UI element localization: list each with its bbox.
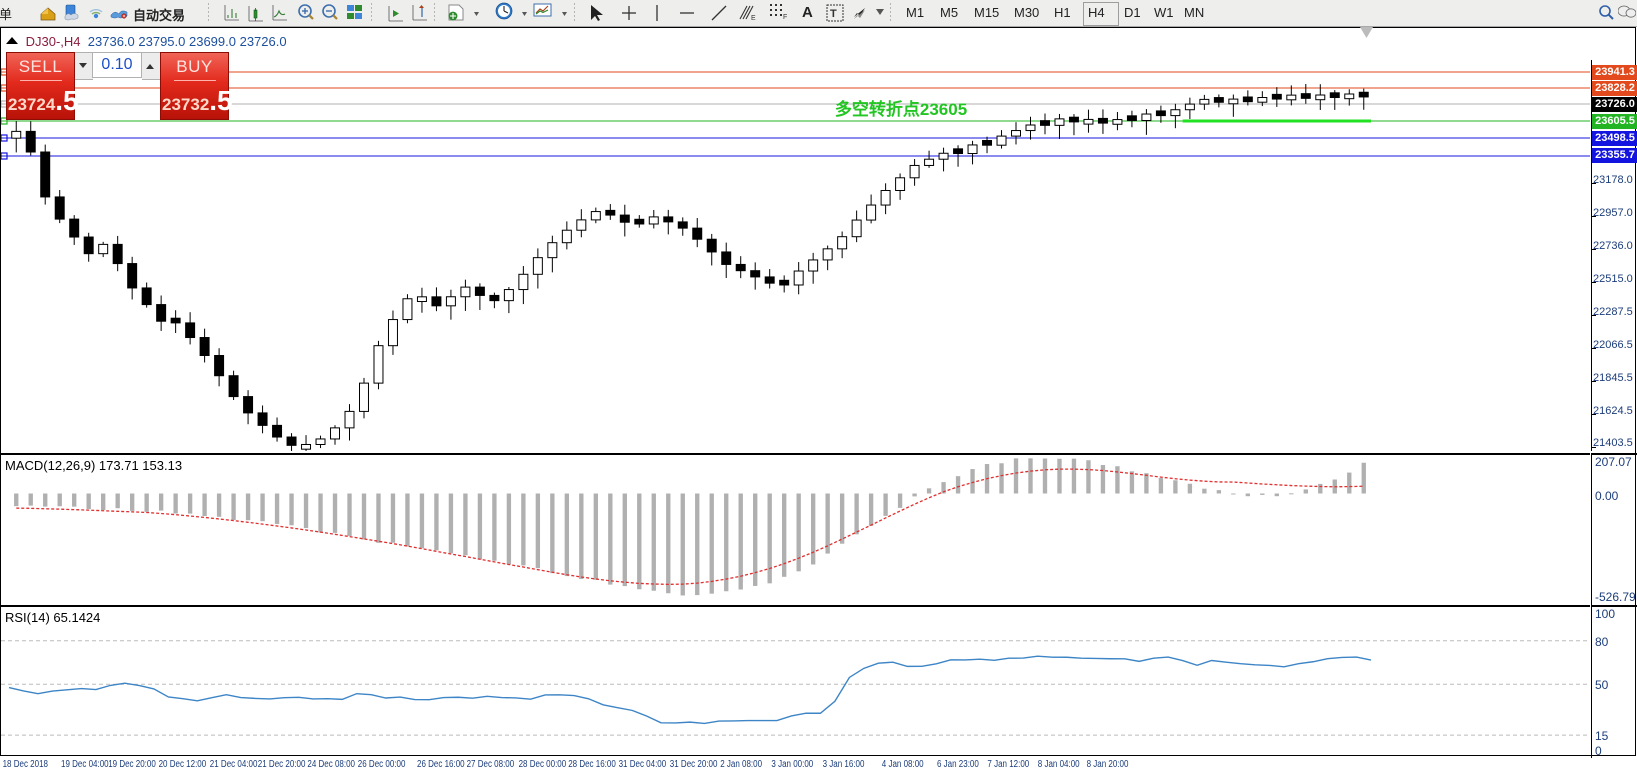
svg-text:F: F	[783, 14, 787, 20]
svg-text:E: E	[751, 15, 756, 22]
svg-text:T: T	[830, 8, 837, 20]
svg-text:多空转折点23605: 多空转折点23605	[835, 99, 967, 119]
